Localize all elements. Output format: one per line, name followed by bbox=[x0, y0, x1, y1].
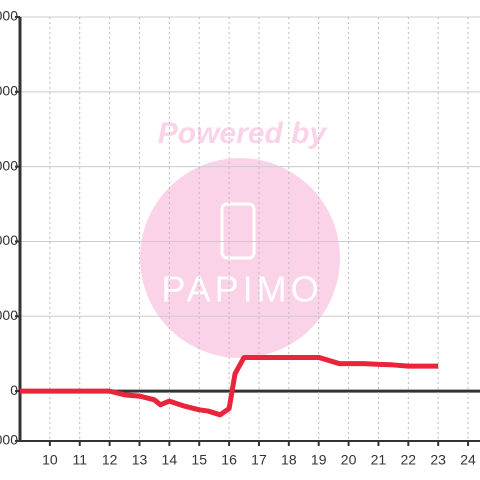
x-tick-label: 22 bbox=[401, 452, 417, 468]
x-tick-label: 16 bbox=[221, 452, 237, 468]
y-tick-label: 90,000 bbox=[0, 157, 18, 173]
data-line bbox=[20, 354, 439, 418]
x-tick-label: 11 bbox=[72, 452, 87, 468]
x-tick-label: 24 bbox=[460, 452, 476, 468]
x-tick-label: 15 bbox=[191, 452, 207, 468]
x-tick-label: 23 bbox=[430, 452, 446, 468]
x-tick-label: 12 bbox=[102, 452, 118, 468]
x-tick-label: 21 bbox=[371, 452, 387, 468]
x-tick-label: 17 bbox=[251, 452, 267, 468]
x-tick-label: 10 bbox=[42, 452, 58, 468]
watermark-title: Powered by bbox=[158, 117, 328, 150]
y-tick-label: 30,000 bbox=[0, 307, 18, 323]
x-tick-label: 18 bbox=[281, 452, 297, 468]
watermark-icon bbox=[220, 202, 256, 260]
x-tick-label: 20 bbox=[341, 452, 357, 468]
x-tick-label: 13 bbox=[132, 452, 148, 468]
watermark-logo: PAPIMO bbox=[161, 269, 322, 310]
y-tick-label: -20,000 bbox=[0, 432, 18, 448]
x-tick-label: 14 bbox=[162, 452, 178, 468]
x-tick-label: 19 bbox=[311, 452, 327, 468]
y-tick-label: 60,000 bbox=[0, 232, 18, 248]
y-tick-label: 0 bbox=[10, 382, 18, 398]
y-tick-label: 150,000 bbox=[0, 8, 18, 24]
y-tick-label: 120,000 bbox=[0, 83, 18, 99]
